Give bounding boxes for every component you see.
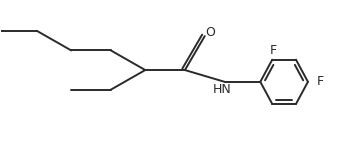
Text: F: F (270, 44, 277, 57)
Text: F: F (316, 75, 324, 88)
Text: HN: HN (213, 83, 232, 96)
Text: O: O (205, 26, 215, 39)
